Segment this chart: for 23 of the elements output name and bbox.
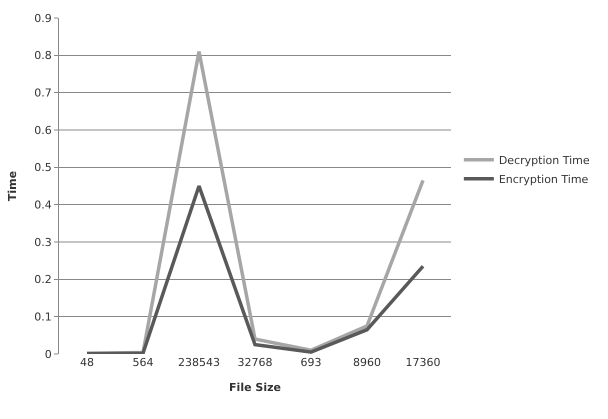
y-tick-label: 0.4 xyxy=(34,198,52,212)
y-tick-label: 0.6 xyxy=(34,124,52,137)
x-tick-label: 48 xyxy=(80,356,94,369)
legend-label: Decryption Time xyxy=(498,154,590,167)
x-tick-label: 238543 xyxy=(178,356,220,369)
line-series xyxy=(85,184,425,354)
y-tick-label: 0.7 xyxy=(34,86,52,100)
x-tick-label: 8960 xyxy=(353,356,381,369)
y-tick-label: 0.1 xyxy=(34,310,52,324)
x-tick-label: 564 xyxy=(132,356,154,369)
x-tick-label: 693 xyxy=(300,356,322,369)
y-tick-label: 0.2 xyxy=(34,273,52,286)
y-tick-label: 0 xyxy=(44,348,52,361)
y-axis-title: Time xyxy=(6,170,19,202)
x-tick-label: 32768 xyxy=(238,356,272,369)
line-series xyxy=(85,50,425,354)
y-tick-label: 0.9 xyxy=(34,12,52,25)
y-tick-label: 0.5 xyxy=(34,161,52,174)
y-tick-label: 0.8 xyxy=(34,49,52,62)
legend-label: Encryption Time xyxy=(498,172,589,186)
x-axis-title: File Size xyxy=(229,381,281,394)
x-tick-label: 17360 xyxy=(406,356,440,369)
y-tick-label: 0.3 xyxy=(34,236,52,249)
